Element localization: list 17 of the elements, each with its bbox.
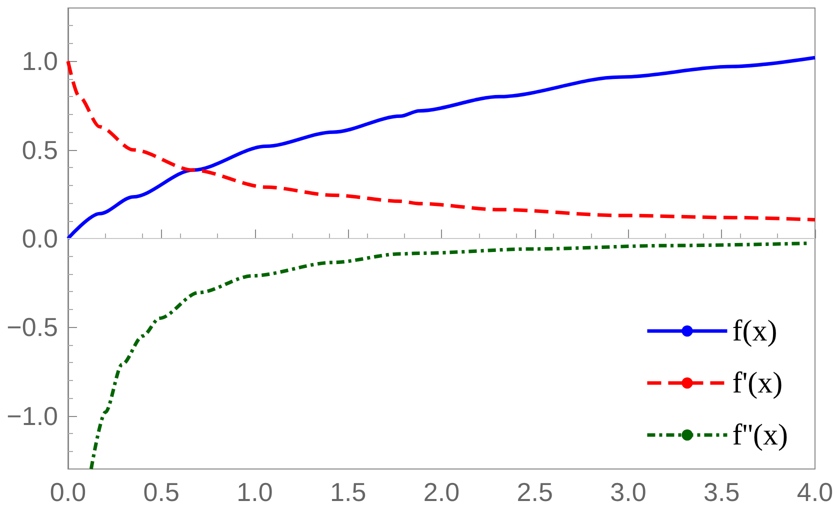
legend-label: f(x) [732, 314, 778, 348]
x-tick-label: 0.0 [50, 477, 86, 507]
x-tick-label: 1.5 [330, 477, 366, 507]
x-tick-label: 4.0 [796, 477, 834, 507]
y-tick-label: 1.0 [22, 46, 58, 76]
y-tick-label: −1.0 [6, 400, 58, 431]
x-tick-label: 3.5 [704, 477, 740, 507]
y-tick-label: 0.0 [22, 224, 58, 254]
x-tick-label: 1.0 [236, 477, 273, 507]
x-tick-label: 0.5 [143, 477, 180, 507]
x-tick-label: 3.0 [610, 477, 646, 507]
legend-label: f''(x) [732, 418, 788, 452]
x-tick-label: 2.5 [516, 477, 553, 507]
y-tick-label: −0.5 [6, 312, 58, 342]
x-tick-label: 2.0 [423, 477, 460, 507]
y-tick-label: 0.5 [22, 134, 58, 165]
legend-label: f'(x) [732, 366, 783, 400]
